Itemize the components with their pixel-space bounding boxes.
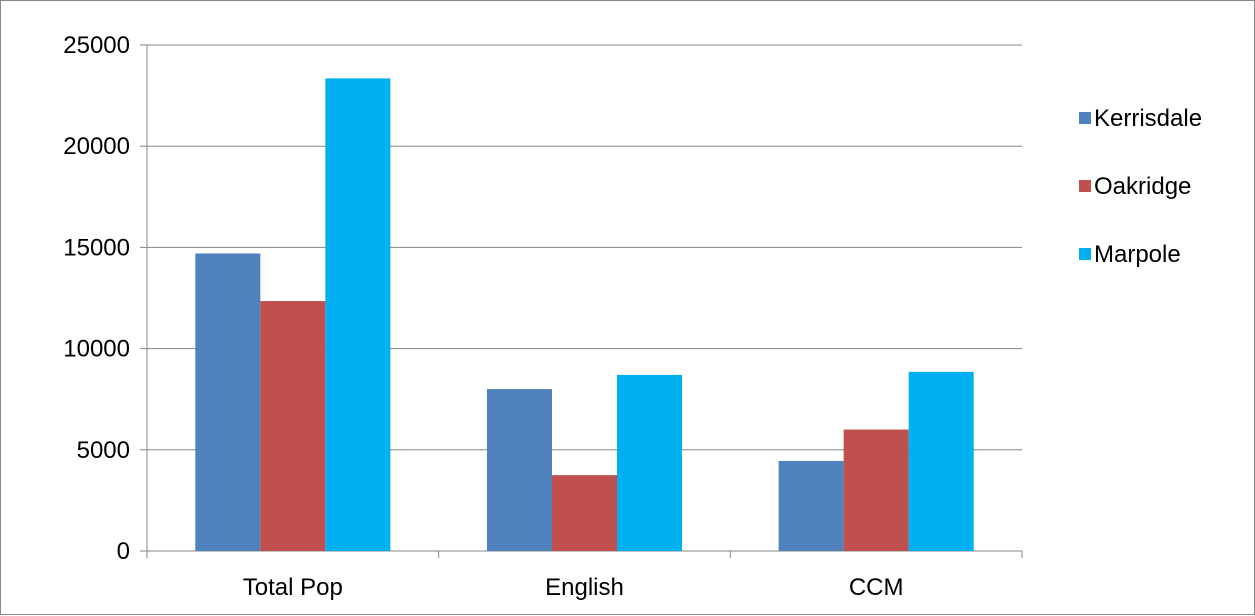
y-tick-labels: 0 5000 10000 15000 20000 25000 bbox=[63, 32, 130, 565]
bar-oakridge bbox=[843, 429, 909, 551]
x-tick-labels: Total Pop English CCM bbox=[243, 574, 904, 601]
bars bbox=[195, 78, 974, 552]
legend-label: Kerrisdale bbox=[1094, 105, 1202, 132]
legend-item-marpole: Marpole bbox=[1079, 241, 1181, 268]
x-tick-label: English bbox=[545, 574, 624, 601]
bar-marpole bbox=[908, 371, 974, 551]
bar-marpole bbox=[325, 78, 391, 551]
y-tick-label: 20000 bbox=[63, 133, 130, 160]
y-tick-label: 10000 bbox=[63, 336, 130, 363]
x-tick-label: CCM bbox=[849, 574, 904, 601]
y-tick-label: 15000 bbox=[63, 234, 130, 261]
bar-oakridge bbox=[551, 475, 618, 551]
legend-swatch bbox=[1079, 180, 1091, 192]
legend-label: Oakridge bbox=[1094, 173, 1191, 200]
y-tick-label: 0 bbox=[117, 538, 130, 565]
legend-item-kerrisdale: Kerrisdale bbox=[1079, 105, 1202, 132]
y-tick-label: 5000 bbox=[77, 437, 130, 464]
bar-kerrisdale bbox=[778, 460, 844, 551]
legend-swatch bbox=[1079, 112, 1091, 124]
bar-kerrisdale bbox=[486, 389, 552, 551]
x-tick-label: Total Pop bbox=[243, 574, 343, 601]
bar-oakridge bbox=[260, 301, 326, 551]
bar-kerrisdale bbox=[195, 253, 261, 552]
bar-marpole bbox=[617, 374, 683, 551]
legend-swatch bbox=[1079, 248, 1091, 260]
legend-item-oakridge: Oakridge bbox=[1079, 173, 1191, 200]
y-tick-label: 25000 bbox=[63, 32, 130, 59]
legend-label: Marpole bbox=[1094, 241, 1181, 268]
legend: Kerrisdale Oakridge Marpole bbox=[1079, 105, 1202, 268]
